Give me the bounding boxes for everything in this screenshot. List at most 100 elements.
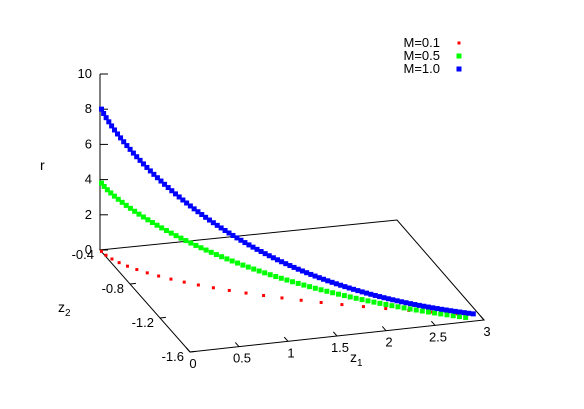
- data-point: [125, 264, 129, 268]
- data-point: [346, 285, 352, 291]
- z2-tick-label: -1.6: [162, 349, 184, 364]
- floor-outline: [98, 219, 486, 353]
- data-point: [273, 274, 279, 280]
- data-point: [368, 291, 374, 297]
- data-point: [299, 298, 303, 302]
- data-point: [372, 292, 378, 298]
- data-point: [399, 299, 405, 305]
- data-point: [284, 277, 290, 283]
- data-point: [124, 143, 130, 149]
- data-point: [452, 308, 458, 314]
- data-point: [407, 306, 413, 312]
- data-point: [198, 245, 204, 251]
- data-point: [432, 310, 438, 316]
- data-point: [359, 297, 365, 303]
- data-point: [172, 191, 178, 197]
- data-point: [395, 304, 401, 310]
- data-point: [443, 307, 449, 313]
- data-point: [450, 313, 456, 319]
- data-point: [299, 268, 305, 274]
- data-point: [158, 178, 164, 184]
- data-point: [227, 288, 231, 292]
- data-point: [316, 275, 322, 281]
- data-point: [287, 263, 293, 269]
- data-point: [203, 247, 209, 253]
- data-point: [295, 280, 301, 286]
- series-M=0.5: [99, 180, 469, 320]
- data-point: [307, 284, 313, 290]
- data-point: [101, 110, 107, 116]
- z1-tick-mark: [283, 336, 289, 342]
- data-point: [118, 135, 124, 141]
- z1-tick-mark: [332, 331, 338, 337]
- data-point: [401, 305, 407, 311]
- data-point: [224, 256, 230, 262]
- series-M=1.0: [99, 106, 476, 317]
- data-point: [115, 196, 121, 202]
- data-point: [394, 298, 400, 304]
- data-point: [240, 262, 246, 268]
- data-point: [203, 214, 209, 220]
- data-point: [274, 257, 280, 263]
- data-point: [377, 300, 383, 306]
- data-point: [389, 303, 395, 309]
- data-point: [425, 304, 431, 310]
- data-point: [195, 209, 201, 215]
- data-point: [384, 307, 388, 311]
- data-point: [416, 302, 422, 308]
- data-point: [140, 214, 146, 220]
- data-point: [365, 298, 371, 304]
- data-point: [321, 276, 327, 282]
- data-point: [312, 273, 318, 279]
- data-point: [123, 202, 129, 208]
- data-point: [342, 284, 348, 290]
- data-point: [330, 290, 336, 296]
- z1-tick-label: 3: [483, 324, 490, 339]
- data-point: [278, 275, 284, 281]
- data-point: [333, 281, 339, 287]
- r-tick-label: 6: [85, 136, 92, 151]
- data-point: [187, 203, 193, 209]
- data-point: [407, 301, 413, 307]
- data-point: [434, 306, 440, 312]
- legend-label: M=0.5: [404, 48, 441, 63]
- legend-marker: [456, 66, 462, 72]
- z2-tick-label: -0.4: [72, 247, 94, 262]
- data-point: [444, 312, 450, 318]
- data-point: [318, 287, 324, 293]
- z1-tick-label: 2.5: [429, 329, 447, 344]
- data-point: [419, 308, 425, 314]
- data-point: [127, 205, 133, 211]
- z1-tick-label: 1.5: [331, 340, 349, 355]
- z1-tick-mark: [479, 315, 485, 321]
- data-point: [371, 299, 377, 305]
- r-tick-label: 4: [85, 172, 92, 187]
- data-point: [183, 238, 189, 244]
- data-point: [208, 249, 214, 255]
- z1-tick-mark: [430, 320, 436, 326]
- z2-tick-label: -1.2: [132, 315, 154, 330]
- data-point: [132, 208, 138, 214]
- data-point: [111, 193, 117, 199]
- data-point: [119, 199, 125, 205]
- data-point: [262, 294, 266, 298]
- data-point: [413, 307, 419, 313]
- data-point: [304, 270, 310, 276]
- data-point: [165, 185, 171, 191]
- data-point: [279, 259, 285, 265]
- data-point: [230, 232, 236, 238]
- data-point: [136, 211, 142, 217]
- data-point: [162, 181, 168, 187]
- data-point: [193, 242, 199, 248]
- data-point: [238, 237, 244, 243]
- data-point: [355, 288, 361, 294]
- z1-tick-mark: [234, 342, 240, 347]
- data-point: [191, 206, 197, 212]
- data-point: [312, 285, 318, 291]
- data-point: [456, 314, 462, 320]
- data-point: [377, 294, 383, 300]
- z1-tick-label: 1: [287, 345, 294, 360]
- data-point: [438, 311, 444, 317]
- data-point: [262, 270, 268, 276]
